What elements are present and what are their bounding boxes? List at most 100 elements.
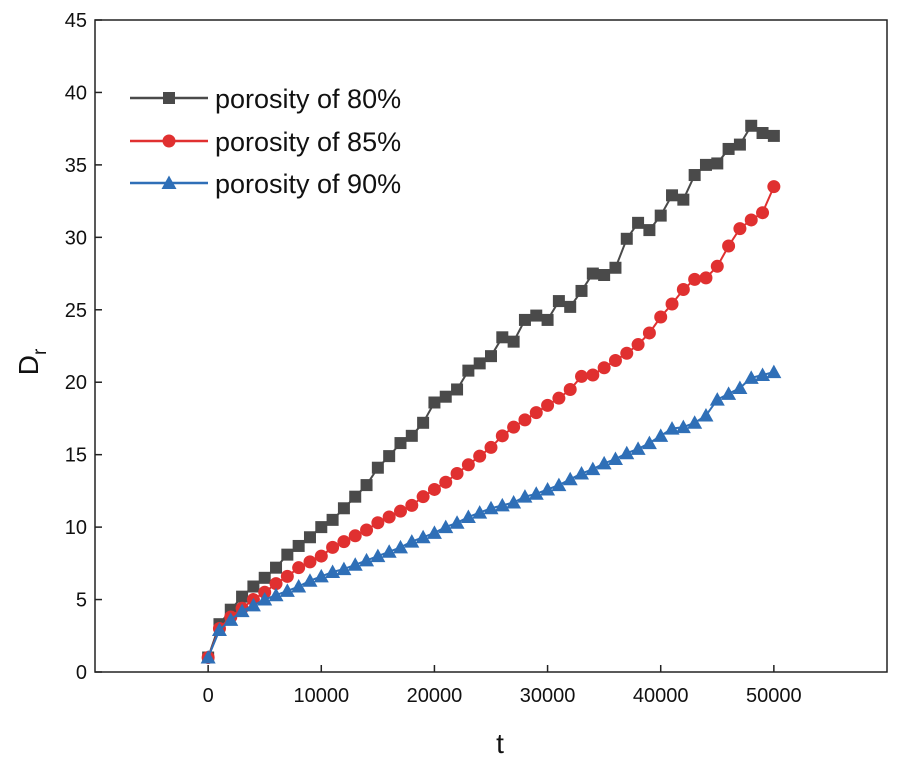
- y-tick-label: 30: [65, 227, 87, 249]
- x-tick-label: 20000: [407, 685, 463, 707]
- y-tick-label: 15: [65, 445, 87, 467]
- data-point: [632, 216, 645, 229]
- data-point: [485, 350, 497, 363]
- data-point: [460, 509, 476, 523]
- y-tick-label: 0: [76, 662, 87, 684]
- x-tick-label: 0: [203, 685, 214, 707]
- data-point: [744, 213, 758, 227]
- data-point: [642, 326, 656, 340]
- data-point: [416, 490, 430, 504]
- data-point: [270, 561, 283, 574]
- data-point: [722, 239, 736, 253]
- data-point: [767, 129, 780, 142]
- data-point: [381, 544, 397, 558]
- data-point: [337, 502, 350, 515]
- data-point: [281, 548, 294, 561]
- legend-entry-90: porosity of 90%: [130, 169, 401, 199]
- x-tick-label: 40000: [633, 685, 689, 707]
- data-point: [654, 310, 668, 324]
- plot-frame: [94, 19, 888, 673]
- data-point: [426, 525, 442, 539]
- data-point: [552, 295, 565, 308]
- y-tick-label: 5: [76, 590, 87, 612]
- data-point: [359, 552, 375, 567]
- data-point: [427, 482, 441, 496]
- data-point: [404, 534, 420, 548]
- data-point: [462, 364, 475, 377]
- data-point: [620, 232, 633, 245]
- data-point: [303, 531, 316, 544]
- data-point: [665, 297, 679, 311]
- data-point: [552, 391, 566, 405]
- data-point: [245, 597, 261, 612]
- x-tick-label: 30000: [520, 685, 576, 707]
- series-square: [202, 119, 780, 664]
- data-point: [676, 282, 690, 296]
- data-point: [483, 500, 499, 515]
- data-point: [279, 583, 295, 597]
- y-tick-label: 20: [65, 372, 87, 394]
- series-layer: [200, 119, 782, 665]
- legend-entry-80: porosity of 80%: [130, 84, 401, 114]
- data-point: [383, 450, 396, 463]
- legend-marker-shape: [161, 175, 177, 189]
- data-point: [631, 338, 645, 352]
- data-point: [472, 505, 488, 519]
- data-point: [507, 420, 521, 434]
- data-point: [326, 513, 339, 526]
- data-point: [664, 421, 680, 435]
- y-tick-label: 40: [65, 82, 87, 104]
- data-point: [382, 510, 396, 524]
- data-point: [518, 313, 531, 326]
- data-point: [393, 504, 407, 518]
- data-point: [417, 416, 430, 429]
- x-axis-title: t: [496, 728, 504, 759]
- legend-label-80: porosity of 80%: [215, 84, 401, 114]
- data-point: [687, 415, 703, 429]
- data-point: [710, 259, 724, 273]
- data-point: [360, 479, 373, 492]
- legend-marker-85: [162, 134, 176, 148]
- data-point: [494, 497, 510, 512]
- data-point: [280, 569, 294, 583]
- y-tick-label: 25: [65, 300, 87, 322]
- legend-marker-80: [163, 92, 175, 104]
- data-point: [653, 428, 669, 442]
- data-point: [449, 515, 465, 529]
- data-point: [596, 455, 612, 470]
- data-point: [325, 564, 341, 579]
- data-point: [326, 540, 340, 554]
- data-point: [528, 486, 544, 500]
- data-point: [405, 498, 419, 512]
- data-point: [608, 353, 622, 367]
- data-point: [269, 577, 283, 591]
- legend-entry-85: porosity of 85%: [130, 127, 401, 157]
- data-point: [709, 392, 725, 406]
- data-point: [236, 590, 249, 603]
- y-tick-label: 10: [65, 517, 87, 539]
- data-point: [630, 441, 646, 455]
- data-point: [461, 458, 475, 472]
- data-point: [698, 408, 714, 422]
- data-point: [211, 622, 227, 636]
- x-tick-label: 50000: [746, 685, 802, 707]
- data-point: [743, 370, 759, 384]
- data-point: [563, 382, 577, 396]
- data-point: [620, 346, 634, 360]
- data-point: [507, 335, 520, 348]
- legend-label-90: porosity of 90%: [215, 169, 401, 199]
- data-point: [303, 555, 317, 569]
- data-point: [574, 466, 590, 480]
- data-point: [415, 529, 431, 544]
- data-point: [234, 603, 250, 618]
- legend-marker-shape: [162, 134, 176, 148]
- legend-marker-shape: [163, 92, 175, 104]
- axis-tick-labels: 0 10000 20000 30000 40000 50000 0 5 10 15 20 25 30 35…: [65, 10, 802, 707]
- data-point: [529, 406, 543, 420]
- data-point: [766, 364, 782, 379]
- data-point: [699, 158, 712, 171]
- y-tick-label: 35: [65, 155, 87, 177]
- data-point: [619, 445, 635, 460]
- data-point: [711, 157, 724, 170]
